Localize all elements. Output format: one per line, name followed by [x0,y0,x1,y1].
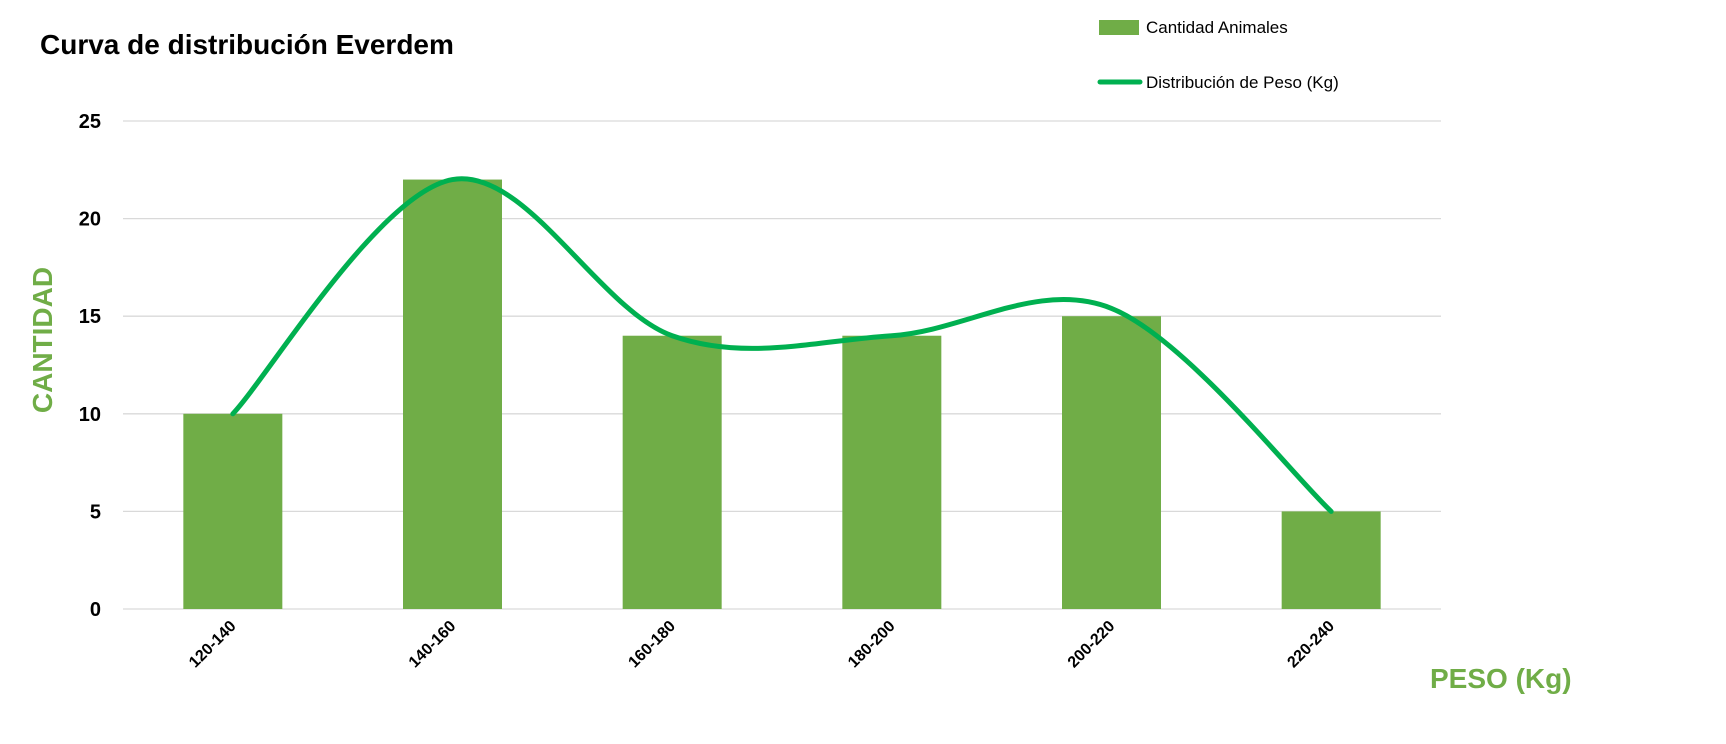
distribution-line [230,176,1334,514]
y-axis-label: CANTIDAD [27,267,58,413]
y-tick-label: 25 [79,111,101,133]
x-axis-ticks: 120-140 140-160 160-180 180-200 200-220 220-2… [186,618,1338,672]
x-tick-label: 120-140 [186,618,240,672]
x-tick-label: 180-200 [845,618,899,672]
y-tick-label: 5 [90,501,101,523]
y-tick-label: 0 [90,599,101,621]
bar-160-180 [622,335,722,609]
legend-label-bar: Cantidad Animales [1146,18,1288,37]
x-tick-label: 220-240 [1284,618,1338,672]
y-axis-ticks: 0 5 10 15 20 25 [79,111,101,621]
line-series [230,176,1334,514]
bar-140-160 [403,179,502,609]
bar-120-140 [183,413,283,609]
x-tick-label: 140-160 [406,618,460,672]
gridlines [123,120,1441,610]
x-axis-label: PESO (Kg) [1430,663,1572,694]
y-tick-label: 10 [79,404,101,426]
y-tick-label: 15 [79,306,101,328]
legend: Cantidad Animales Distribución de Peso (… [1097,18,1339,92]
bar-220-240 [1281,511,1381,609]
legend-label-line: Distribución de Peso (Kg) [1146,73,1339,92]
x-tick-label: 160-180 [625,618,679,672]
chart-title: Curva de distribución Everdem [40,29,454,60]
bars [183,179,1381,609]
y-tick-label: 20 [79,209,101,231]
x-tick-label: 200-220 [1065,618,1119,672]
bar-180-200 [842,335,942,609]
legend-swatch-bar [1099,20,1139,35]
bar-200-220 [1062,316,1161,609]
